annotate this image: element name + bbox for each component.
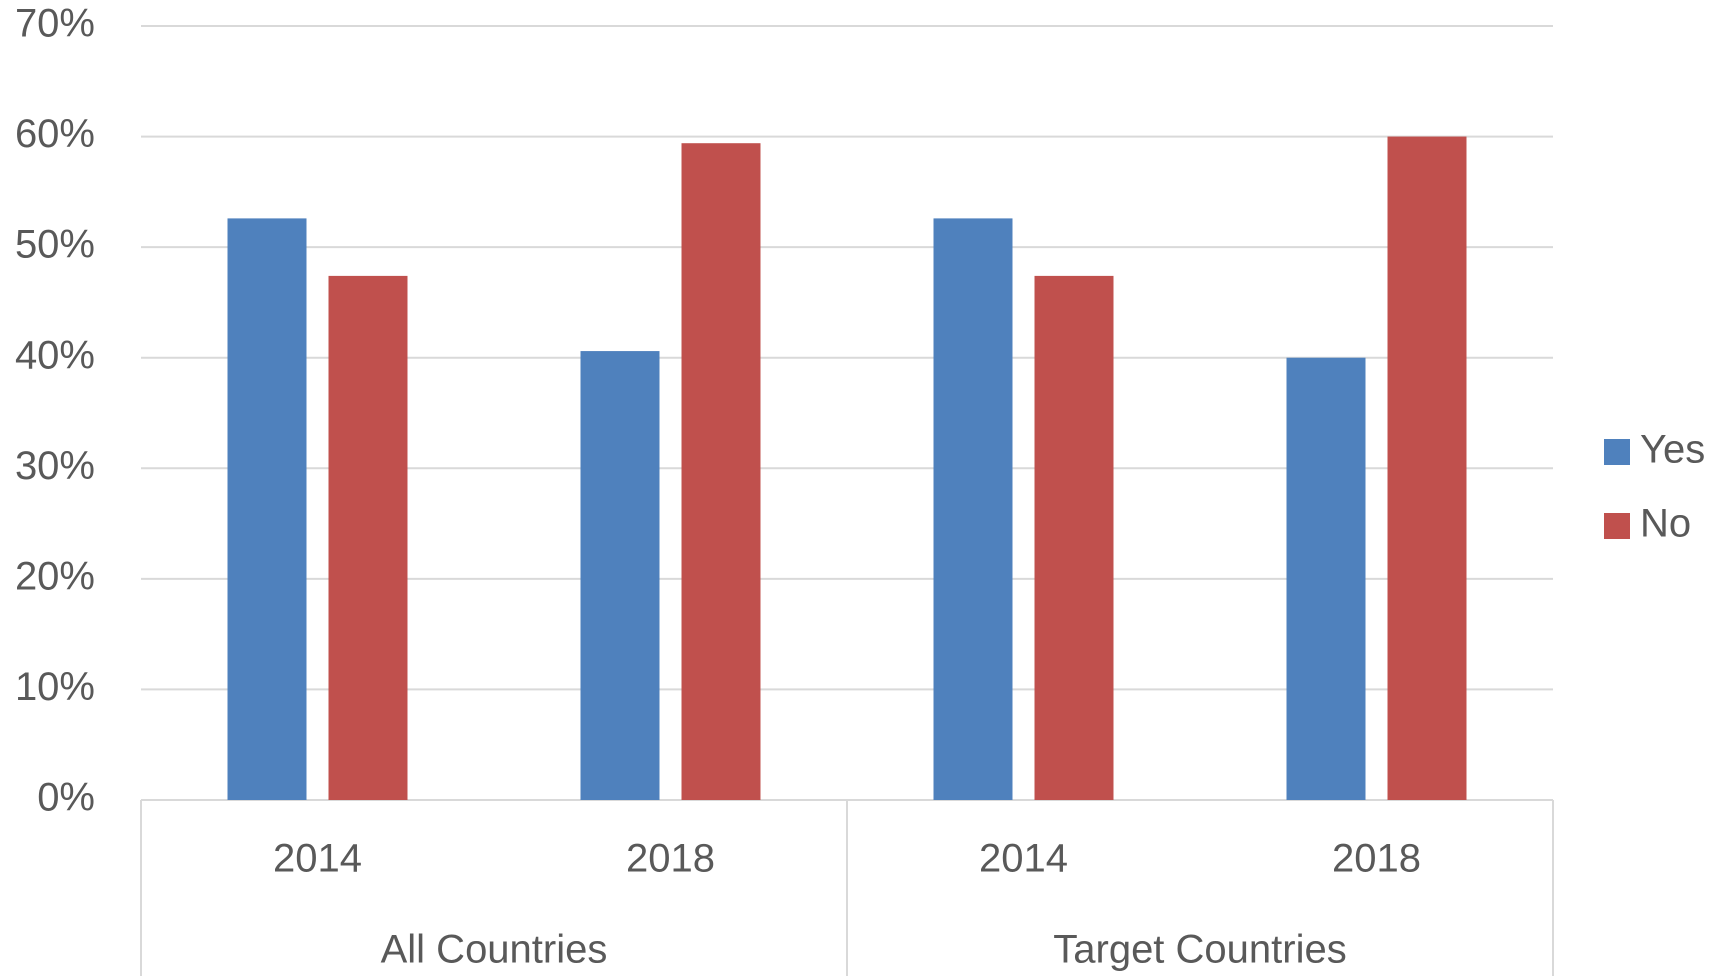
y-tick-label: 20% [15,554,95,598]
bar [1387,136,1467,801]
x-tick-label: 2018 [1332,837,1421,881]
bar [328,275,408,800]
y-tick-label: 60% [15,112,95,156]
y-tick-label: 30% [15,444,95,488]
y-tick-label: 40% [15,333,95,377]
legend-swatch [1604,439,1630,465]
bar [1034,275,1114,800]
legend-label: Yes [1640,428,1705,472]
x-tick-label: 2018 [626,837,715,881]
legend-swatch [1604,513,1630,539]
x-tick-label: 2014 [273,837,362,881]
legend-label: No [1640,502,1691,546]
y-tick-label: 70% [15,2,95,46]
group-label: All Countries [381,928,608,972]
bar [227,218,307,800]
bar [681,143,761,801]
y-tick-label: 50% [15,223,95,267]
y-tick-label: 0% [37,776,95,820]
bar [1286,357,1366,800]
group-label: Target Countries [1053,928,1346,972]
bar [580,351,660,800]
y-tick-label: 10% [15,665,95,709]
x-tick-label: 2014 [979,837,1068,881]
bar [933,218,1013,800]
